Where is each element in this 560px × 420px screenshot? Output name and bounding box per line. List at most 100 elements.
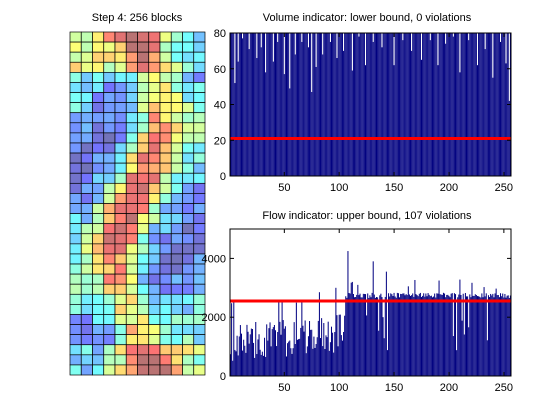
block-cell: [148, 324, 161, 335]
block-cell: [137, 344, 150, 356]
flow-bar: [262, 355, 264, 376]
block-cell: [137, 41, 150, 53]
flow-ytick-label: 4000: [202, 253, 226, 265]
volume-bar: [505, 63, 507, 176]
flow-bar: [437, 293, 439, 376]
flow-bar: [410, 295, 412, 376]
volume-bar: [380, 33, 382, 176]
volume-bar: [366, 33, 368, 176]
volume-bar: [267, 33, 269, 176]
volume-bar: [495, 33, 497, 176]
volume-bar: [270, 33, 272, 176]
volume-bar: [340, 33, 342, 176]
flow-bar: [402, 293, 404, 376]
flow-bar: [506, 295, 508, 376]
block-cell: [193, 142, 206, 154]
volume-bar: [447, 33, 449, 176]
flow-bar: [313, 336, 315, 376]
block-cell: [103, 293, 116, 305]
flow-bar: [356, 294, 358, 376]
volume-bar: [249, 33, 251, 176]
block-cell: [137, 223, 150, 235]
flow-bar: [296, 339, 298, 376]
block-cell: [114, 304, 127, 315]
flow-bar: [440, 294, 442, 376]
block-cell: [148, 213, 161, 225]
block-cell: [125, 253, 138, 265]
flow-bar: [349, 293, 351, 376]
block-cell: [114, 92, 127, 103]
block-cell: [80, 354, 93, 366]
volume-bar: [317, 33, 319, 176]
volume-bar: [288, 33, 290, 176]
flow-bar: [248, 343, 250, 376]
block-cell: [159, 314, 172, 325]
flow-bar: [329, 342, 331, 376]
volume-bar: [439, 33, 441, 176]
block-cell: [193, 344, 206, 356]
block-cell: [92, 142, 105, 154]
block-cell: [80, 334, 93, 346]
volume-bar: [335, 33, 337, 176]
flow-bar: [231, 303, 233, 376]
block-cell: [103, 193, 116, 204]
block-cell: [69, 253, 82, 265]
volume-bar: [440, 33, 442, 176]
flow-bar: [388, 293, 390, 376]
flow-bar: [269, 322, 271, 376]
flow-bar: [293, 322, 295, 376]
volume-bar: [434, 33, 436, 176]
flow-bar: [285, 356, 287, 376]
volume-bar: [328, 33, 330, 176]
flow-bar: [363, 293, 365, 376]
volume-bar: [302, 33, 304, 176]
volume-bar: [390, 33, 392, 176]
block-cell: [170, 253, 183, 265]
block-cell: [92, 344, 105, 356]
block-cell: [80, 172, 93, 184]
flow-bar: [439, 294, 441, 376]
block-cell: [69, 263, 82, 275]
flow-bar: [445, 297, 447, 376]
flow-bar: [457, 297, 459, 376]
block-cell: [137, 92, 150, 103]
flow-bar: [312, 348, 314, 376]
volume-bar: [451, 33, 453, 176]
volume-bar: [460, 33, 462, 176]
volume-bar: [458, 33, 460, 176]
volume-bar: [493, 33, 495, 176]
flow-bar: [386, 350, 388, 376]
volume-bar: [453, 33, 455, 176]
flow-bar: [273, 325, 275, 376]
volume-bar: [299, 33, 301, 176]
flow-bar: [254, 357, 256, 376]
volume-bar: [424, 33, 426, 176]
block-cell: [92, 314, 105, 325]
block-cell: [137, 243, 150, 255]
volume-bar: [483, 33, 485, 176]
block-cell: [69, 243, 82, 255]
block-cell: [193, 61, 206, 73]
flow-bar: [360, 297, 362, 376]
flow-bar: [486, 340, 488, 376]
volume-bar: [293, 33, 295, 176]
block-cell: [137, 233, 150, 245]
block-cell: [80, 122, 93, 134]
volume-bar: [497, 33, 499, 176]
block-cell: [92, 61, 105, 73]
block-cell: [193, 41, 206, 53]
volume-bar: [300, 33, 302, 176]
block-cell: [103, 354, 116, 366]
block-cell: [148, 82, 161, 93]
volume-bar: [351, 70, 353, 176]
block-cell: [80, 344, 93, 356]
block-cell: [182, 102, 195, 114]
block-cell: [148, 263, 161, 275]
flow-bar: [320, 338, 322, 376]
block-cell: [80, 304, 93, 315]
flow-bar: [327, 321, 329, 376]
block-cell: [114, 61, 127, 73]
block-cell: [159, 293, 172, 305]
block-cell: [69, 122, 82, 134]
block-cell: [193, 71, 206, 83]
